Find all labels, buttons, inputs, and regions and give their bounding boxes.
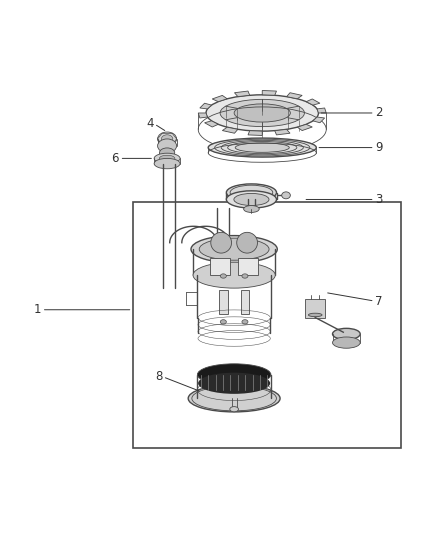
Ellipse shape [199, 238, 269, 260]
Text: 4: 4 [146, 117, 154, 130]
Ellipse shape [220, 320, 226, 324]
Ellipse shape [191, 236, 277, 263]
Bar [133, 201, 401, 448]
Polygon shape [205, 121, 218, 127]
Ellipse shape [308, 313, 322, 317]
Ellipse shape [230, 407, 238, 412]
Ellipse shape [244, 206, 259, 213]
Text: 2: 2 [375, 107, 383, 119]
Ellipse shape [159, 155, 175, 161]
Polygon shape [306, 99, 320, 105]
Text: 7: 7 [375, 295, 383, 308]
Ellipse shape [282, 192, 290, 199]
Polygon shape [248, 131, 262, 135]
Text: 8: 8 [155, 370, 162, 383]
Polygon shape [200, 103, 212, 109]
Ellipse shape [332, 328, 360, 340]
Polygon shape [212, 95, 227, 102]
Ellipse shape [161, 135, 173, 143]
Polygon shape [234, 91, 250, 96]
Polygon shape [297, 124, 312, 131]
Ellipse shape [154, 158, 180, 169]
Ellipse shape [198, 364, 271, 385]
Ellipse shape [234, 193, 269, 206]
Ellipse shape [188, 385, 280, 412]
Ellipse shape [206, 95, 318, 131]
Text: 3: 3 [375, 193, 383, 206]
Ellipse shape [234, 104, 290, 122]
Ellipse shape [220, 99, 304, 127]
Ellipse shape [154, 153, 180, 164]
Ellipse shape [198, 373, 270, 394]
Bar [219, 290, 228, 314]
Ellipse shape [220, 274, 226, 278]
Bar [305, 299, 325, 318]
Text: 1: 1 [34, 303, 41, 316]
Ellipse shape [208, 138, 316, 157]
Bar [210, 258, 230, 275]
Polygon shape [262, 91, 276, 95]
Bar [240, 290, 249, 314]
Polygon shape [198, 113, 208, 118]
Ellipse shape [242, 320, 248, 324]
Ellipse shape [242, 274, 248, 278]
Ellipse shape [158, 139, 177, 153]
Ellipse shape [226, 184, 276, 201]
Text: 6: 6 [111, 152, 119, 165]
Polygon shape [223, 127, 238, 133]
Polygon shape [286, 93, 302, 99]
Ellipse shape [332, 337, 360, 348]
Ellipse shape [193, 262, 275, 288]
Ellipse shape [237, 232, 258, 253]
Polygon shape [317, 108, 326, 113]
Polygon shape [313, 117, 325, 123]
Ellipse shape [235, 143, 289, 152]
Ellipse shape [158, 132, 177, 146]
Bar [238, 258, 258, 275]
Text: 9: 9 [375, 141, 383, 154]
Ellipse shape [159, 148, 175, 158]
Polygon shape [275, 130, 290, 135]
Ellipse shape [211, 232, 232, 253]
Ellipse shape [226, 191, 276, 208]
